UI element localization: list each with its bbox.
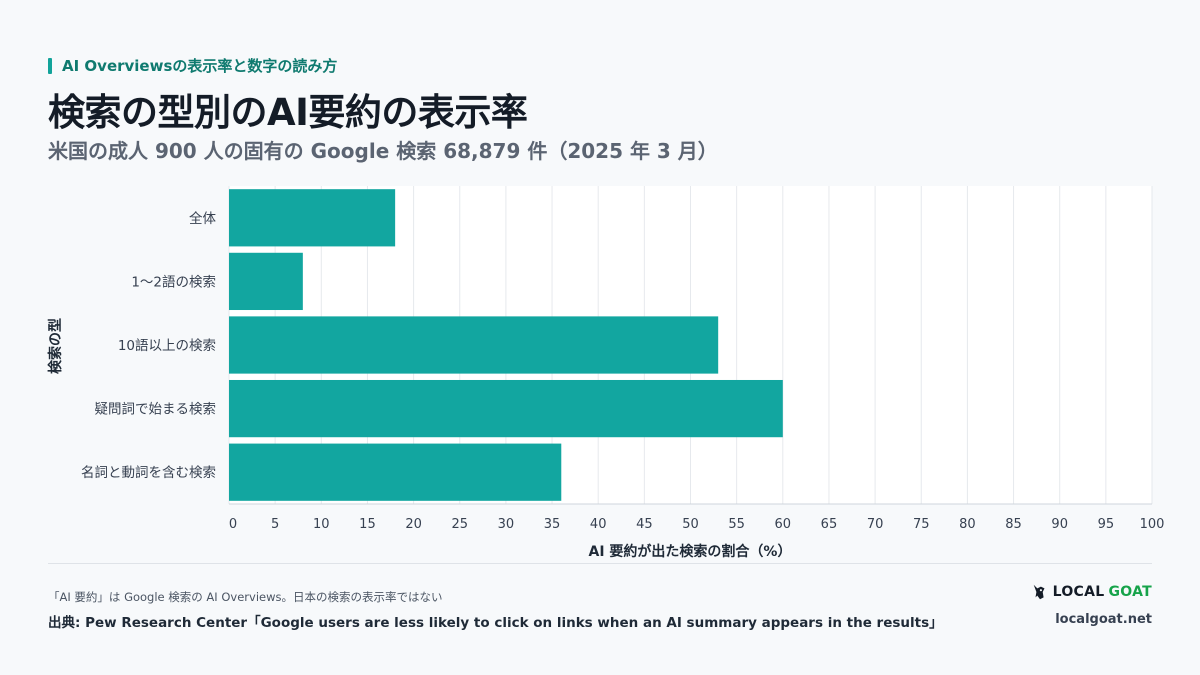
brand-logo: LOCAL GOAT	[1031, 583, 1152, 601]
category-label: 10語以上の検索	[118, 337, 216, 354]
x-tick-label: 5	[271, 517, 279, 532]
y-axis-label: 検索の型	[47, 318, 64, 374]
kicker-accent-bar	[48, 57, 52, 74]
x-tick-label: 0	[229, 517, 237, 532]
x-tick-label: 75	[913, 517, 930, 532]
x-tick-label: 40	[590, 517, 607, 532]
category-label: 全体	[189, 210, 216, 227]
site-link[interactable]: localgoat.net	[1055, 612, 1152, 627]
x-tick-label: 15	[359, 517, 376, 532]
x-tick-label: 50	[682, 517, 699, 532]
bar	[229, 443, 562, 501]
x-tick-label: 35	[544, 517, 561, 532]
brand-goat: GOAT	[1108, 584, 1152, 600]
x-tick-label: 65	[821, 517, 838, 532]
goat-icon	[1033, 584, 1045, 600]
x-tick-label: 85	[1005, 517, 1022, 532]
x-tick-label: 20	[405, 517, 422, 532]
x-tick-label: 30	[498, 517, 515, 532]
page-title: 検索の型別のAI要約の表示率	[48, 91, 528, 134]
bar	[229, 379, 783, 438]
category-label: 1〜2語の検索	[131, 273, 216, 290]
x-tick-label: 60	[775, 517, 792, 532]
x-tick-label: 45	[636, 517, 653, 532]
footer-note: 「AI 要約」は Google 検索の AI Overviews。日本の検索の表…	[48, 590, 443, 604]
x-tick-label: 25	[451, 517, 468, 532]
category-label: 疑問詞で始まる検索	[95, 402, 217, 418]
x-tick-label: 90	[1051, 517, 1068, 532]
x-tick-label: 100	[1140, 517, 1165, 532]
page-subtitle: 米国の成人 900 人の固有の Google 検索 68,879 件（2025 …	[48, 139, 718, 163]
x-axis-label: AI 要約が出た検索の割合（%）	[589, 543, 792, 560]
x-tick-label: 55	[728, 517, 745, 532]
brand-local: LOCAL	[1052, 584, 1105, 600]
x-tick-label: 70	[867, 517, 884, 532]
x-tick-label: 10	[313, 517, 330, 532]
bar	[229, 252, 303, 311]
footer-divider	[48, 563, 1152, 564]
x-tick-label: 80	[959, 517, 976, 532]
bar	[229, 316, 719, 374]
kicker: AI Overviewsの表示率と数字の読み方	[48, 55, 337, 76]
footer-source: 出典: Pew Research Center「Google users are…	[48, 615, 943, 631]
x-tick-label: 95	[1098, 517, 1115, 532]
kicker-text: AI Overviewsの表示率と数字の読み方	[62, 57, 338, 75]
bar	[229, 189, 396, 247]
chart-x-tick-labels: 0 5 10 15 20 25 30 35 40 45 50 55 60 65 70 75 80 85 90 95 10…	[229, 517, 1165, 532]
category-label: 名詞と動詞を含む検索	[81, 465, 216, 481]
chart-bars	[229, 189, 783, 501]
